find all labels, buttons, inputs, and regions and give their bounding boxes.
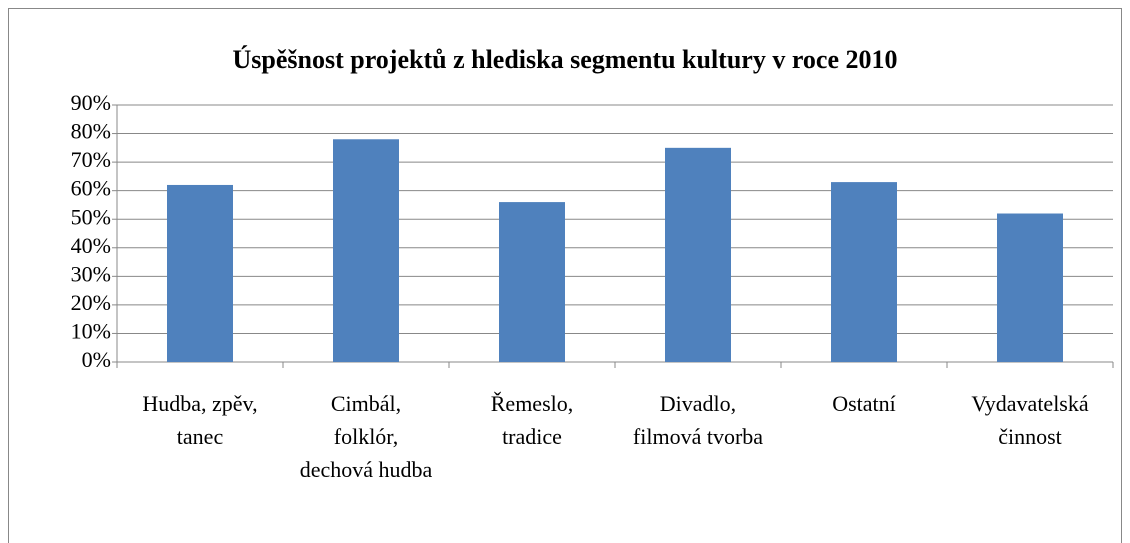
bar: [499, 202, 565, 362]
bar: [997, 213, 1063, 362]
x-tick-label: Vydavatelská činnost: [971, 391, 1089, 449]
y-tick-label: 40%: [71, 233, 111, 258]
y-tick-label: 60%: [71, 176, 111, 201]
x-tick-label: Ostatní: [832, 391, 896, 416]
y-tick-label: 10%: [71, 318, 111, 343]
bar: [333, 139, 399, 362]
chart-border: [8, 8, 1122, 543]
bar: [831, 182, 897, 362]
x-tick-label: Cimbál, folklór, dechová hudba: [299, 391, 433, 482]
y-tick-label: 80%: [71, 119, 111, 144]
chart-title: Úspěšnost projektů z hlediska segmentu k…: [233, 45, 898, 74]
bar: [665, 147, 731, 362]
y-tick-label: 70%: [71, 147, 111, 172]
x-tick-label: Hudba, zpěv, tanec: [142, 391, 258, 449]
y-tick-label: 0%: [82, 347, 111, 372]
y-tick-label: 20%: [71, 290, 111, 315]
y-tick-label: 50%: [71, 204, 111, 229]
x-tick-label: Řemeslo, tradice: [490, 391, 574, 449]
y-tick-label: 30%: [71, 261, 111, 286]
bar: [167, 184, 233, 362]
x-tick-label: Divadlo, filmová tvorba: [632, 391, 764, 449]
y-tick-label: 90%: [71, 90, 111, 115]
